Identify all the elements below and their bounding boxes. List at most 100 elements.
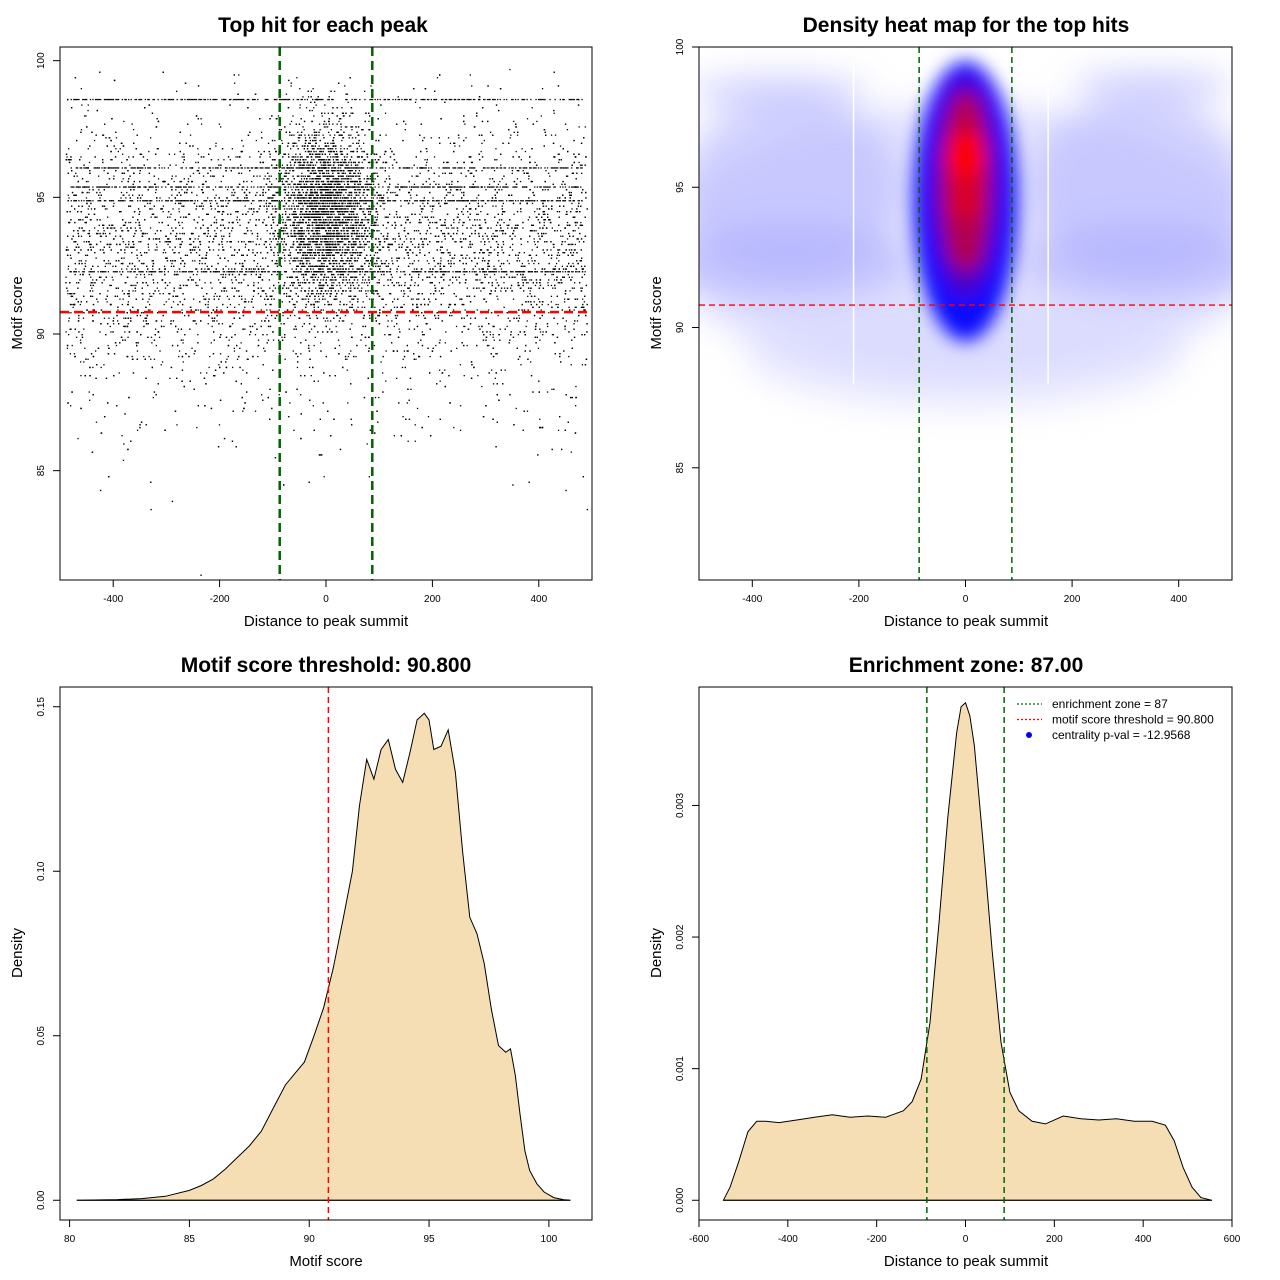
point: [167, 241, 169, 243]
point: [296, 366, 299, 369]
point: [445, 271, 447, 273]
point: [305, 159, 307, 161]
point: [264, 175, 266, 177]
point: [181, 232, 183, 235]
point: [149, 303, 151, 306]
point: [361, 161, 363, 164]
point: [83, 230, 86, 232]
point: [331, 287, 333, 289]
point: [525, 325, 527, 328]
point: [341, 134, 343, 136]
point: [250, 230, 252, 232]
point: [495, 353, 497, 355]
point: [192, 273, 195, 276]
point: [335, 260, 337, 262]
point: [580, 306, 583, 308]
point: [172, 249, 174, 251]
point: [546, 391, 549, 393]
point: [449, 142, 452, 144]
point: [463, 317, 465, 319]
point: [361, 282, 363, 284]
point: [445, 331, 447, 333]
point: [465, 137, 467, 139]
point: [533, 241, 536, 243]
point: [95, 350, 97, 352]
point: [131, 284, 133, 287]
point: [121, 303, 123, 306]
point: [120, 197, 122, 199]
point: [151, 342, 153, 344]
point: [469, 74, 471, 76]
point: [160, 320, 163, 322]
point: [200, 372, 202, 374]
point: [353, 260, 356, 262]
point: [284, 358, 286, 360]
point: [486, 273, 488, 276]
point: [386, 314, 388, 317]
point: [215, 142, 217, 144]
point: [80, 235, 83, 237]
point: [282, 243, 284, 246]
point: [229, 159, 231, 161]
point: [68, 320, 70, 322]
point: [169, 216, 171, 218]
point: [316, 213, 318, 215]
point: [511, 249, 514, 251]
point: [151, 295, 153, 297]
point: [88, 191, 90, 194]
point: [368, 476, 370, 478]
point: [401, 366, 404, 369]
point: [468, 202, 471, 205]
point: [533, 301, 535, 303]
point: [514, 235, 516, 237]
point: [189, 243, 191, 246]
point: [214, 230, 216, 232]
point: [247, 358, 249, 360]
point: [558, 161, 560, 164]
point: [215, 232, 217, 235]
point: [298, 284, 300, 287]
point: [81, 104, 83, 106]
point: [252, 241, 254, 243]
point: [373, 205, 375, 207]
point: [565, 320, 567, 322]
point: [397, 282, 400, 284]
point: [455, 241, 457, 243]
point: [250, 268, 252, 270]
point: [513, 120, 515, 123]
point: [341, 235, 343, 237]
point: [87, 358, 89, 360]
point: [482, 238, 484, 240]
point: [538, 235, 540, 237]
point: [79, 303, 81, 306]
point: [273, 298, 275, 300]
point: [168, 298, 170, 300]
point: [440, 257, 442, 259]
point: [468, 246, 470, 248]
point: [187, 178, 190, 180]
point: [170, 213, 172, 215]
point: [502, 243, 505, 246]
point: [375, 219, 377, 221]
point: [302, 265, 304, 267]
point: [152, 268, 154, 270]
point: [150, 216, 152, 218]
point: [501, 178, 503, 180]
point: [566, 238, 569, 240]
point: [73, 194, 75, 196]
point: [88, 161, 91, 164]
point: [102, 134, 104, 136]
point: [498, 219, 501, 221]
point: [176, 424, 178, 426]
point: [237, 156, 239, 158]
point: [411, 175, 413, 177]
point: [416, 407, 419, 410]
point: [488, 183, 491, 185]
point: [257, 282, 259, 284]
point: [370, 183, 373, 185]
point: [538, 262, 540, 265]
point: [347, 355, 349, 358]
point: [159, 241, 161, 243]
point: [110, 331, 112, 333]
point: [214, 216, 216, 218]
